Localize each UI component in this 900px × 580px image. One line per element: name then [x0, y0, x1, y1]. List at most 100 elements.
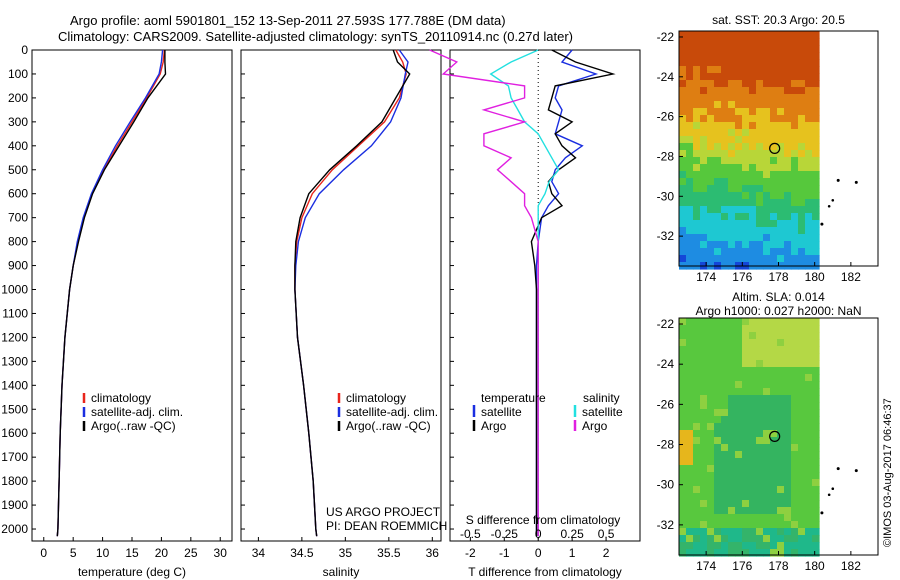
heatmap-cell — [735, 360, 743, 368]
heatmap-cell — [686, 220, 694, 228]
heatmap-cell — [693, 465, 701, 473]
heatmap-cell — [742, 458, 750, 466]
heatmap-cell — [812, 101, 820, 109]
heatmap-cell — [693, 430, 701, 438]
heatmap-cell — [805, 402, 813, 410]
heatmap-cell — [679, 409, 687, 417]
heatmap-cell — [728, 521, 736, 529]
heatmap-cell — [679, 52, 687, 60]
heatmap-cell — [763, 59, 771, 67]
heatmap-cell — [714, 339, 722, 347]
heatmap-cell — [728, 101, 736, 109]
heatmap-cell — [693, 339, 701, 347]
heatmap-cell — [812, 164, 820, 172]
heatmap-cell — [721, 451, 729, 459]
heatmap-cell — [714, 514, 722, 522]
heatmap-cell — [805, 115, 813, 123]
heatmap-cell — [749, 45, 757, 53]
heatmap-cell — [721, 101, 729, 109]
heatmap-cell — [763, 465, 771, 473]
lat-tick-label: -28 — [657, 438, 675, 452]
heatmap-cell — [749, 542, 757, 550]
heatmap-cell — [714, 486, 722, 494]
heatmap-cell — [686, 465, 694, 473]
heatmap-cell — [721, 521, 729, 529]
heatmap-cell — [679, 101, 687, 109]
heatmap-cell — [805, 430, 813, 438]
heatmap-cell — [763, 38, 771, 46]
heatmap-cell — [763, 346, 771, 354]
heatmap-cell — [756, 115, 764, 123]
heatmap-cell — [784, 346, 792, 354]
heatmap-cell — [784, 143, 792, 151]
heatmap-cell — [700, 255, 708, 263]
x-tick-label: 30 — [214, 546, 228, 560]
heatmap-cell — [756, 241, 764, 249]
heatmap-cell — [700, 157, 708, 165]
heatmap-cell — [693, 115, 701, 123]
heatmap-cell — [728, 220, 736, 228]
heatmap-cell — [749, 535, 757, 543]
heatmap-cell — [700, 500, 708, 508]
heatmap-cell — [700, 38, 708, 46]
heatmap-cell — [770, 493, 778, 501]
heatmap-cell — [812, 500, 820, 508]
heatmap-cell — [798, 500, 806, 508]
heatmap-cell — [805, 164, 813, 172]
heatmap-cell — [763, 234, 771, 242]
heatmap-cell — [707, 101, 715, 109]
heatmap-cell — [777, 395, 785, 403]
heatmap-cell — [798, 430, 806, 438]
heatmap-cell — [770, 353, 778, 361]
heatmap-cell — [749, 430, 757, 438]
heatmap-cell — [770, 395, 778, 403]
heatmap-cell — [812, 479, 820, 487]
heatmap-cell — [721, 255, 729, 263]
heatmap-cell — [805, 129, 813, 137]
heatmap-cell — [728, 535, 736, 543]
heatmap-cell — [791, 542, 799, 550]
heatmap-cell — [791, 199, 799, 207]
heatmap-cell — [679, 472, 687, 480]
heatmap-cell — [784, 136, 792, 144]
heatmap-cell — [791, 248, 799, 256]
heatmap-cell — [721, 164, 729, 172]
heatmap-cell — [812, 395, 820, 403]
heatmap-cell — [756, 521, 764, 529]
heatmap-cell — [686, 38, 694, 46]
lon-tick-label: 174 — [696, 270, 716, 284]
heatmap-cell — [686, 472, 694, 480]
heatmap-cell — [742, 248, 750, 256]
heatmap-cell — [693, 150, 701, 158]
heatmap-cell — [679, 45, 687, 53]
heatmap-cell — [763, 143, 771, 151]
heatmap-cell — [756, 388, 764, 396]
heatmap-cell — [770, 542, 778, 550]
heatmap-cell — [679, 465, 687, 473]
heatmap-cell — [707, 66, 715, 74]
heatmap-cell — [784, 430, 792, 438]
lat-tick-label: -32 — [657, 518, 675, 532]
heatmap-cell — [679, 514, 687, 522]
heatmap-cell — [777, 353, 785, 361]
heatmap-cell — [679, 178, 687, 186]
heatmap-cell — [728, 94, 736, 102]
heatmap-cell — [812, 437, 820, 445]
heatmap-cell — [679, 437, 687, 445]
heatmap-cell — [742, 199, 750, 207]
heatmap-cell — [763, 437, 771, 445]
heatmap-cell — [770, 465, 778, 473]
heatmap-cell — [749, 66, 757, 74]
heatmap-cell — [735, 38, 743, 46]
heatmap-cell — [770, 80, 778, 88]
heatmap-cell — [784, 367, 792, 375]
heatmap-cell — [728, 409, 736, 417]
heatmap-cell — [798, 31, 806, 39]
x-tick-label: 20 — [155, 546, 169, 560]
heatmap-cell — [805, 185, 813, 193]
heatmap-cell — [770, 248, 778, 256]
heatmap-cell — [686, 66, 694, 74]
heatmap-cell — [735, 157, 743, 165]
heatmap-cell — [686, 199, 694, 207]
heatmap-cell — [805, 395, 813, 403]
